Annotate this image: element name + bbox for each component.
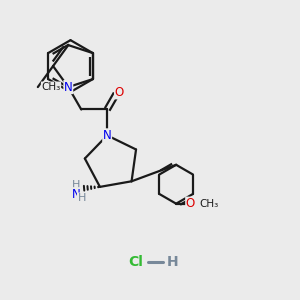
Text: N: N: [103, 129, 112, 142]
Text: O: O: [186, 197, 195, 210]
Text: N: N: [72, 188, 81, 201]
Text: Cl: Cl: [128, 255, 143, 269]
Text: H: H: [77, 193, 86, 203]
Text: CH₃: CH₃: [200, 199, 219, 209]
Text: O: O: [115, 86, 124, 99]
Text: H: H: [166, 255, 178, 269]
Text: H: H: [72, 179, 81, 190]
Text: CH₃: CH₃: [41, 82, 61, 92]
Text: N: N: [64, 80, 73, 94]
